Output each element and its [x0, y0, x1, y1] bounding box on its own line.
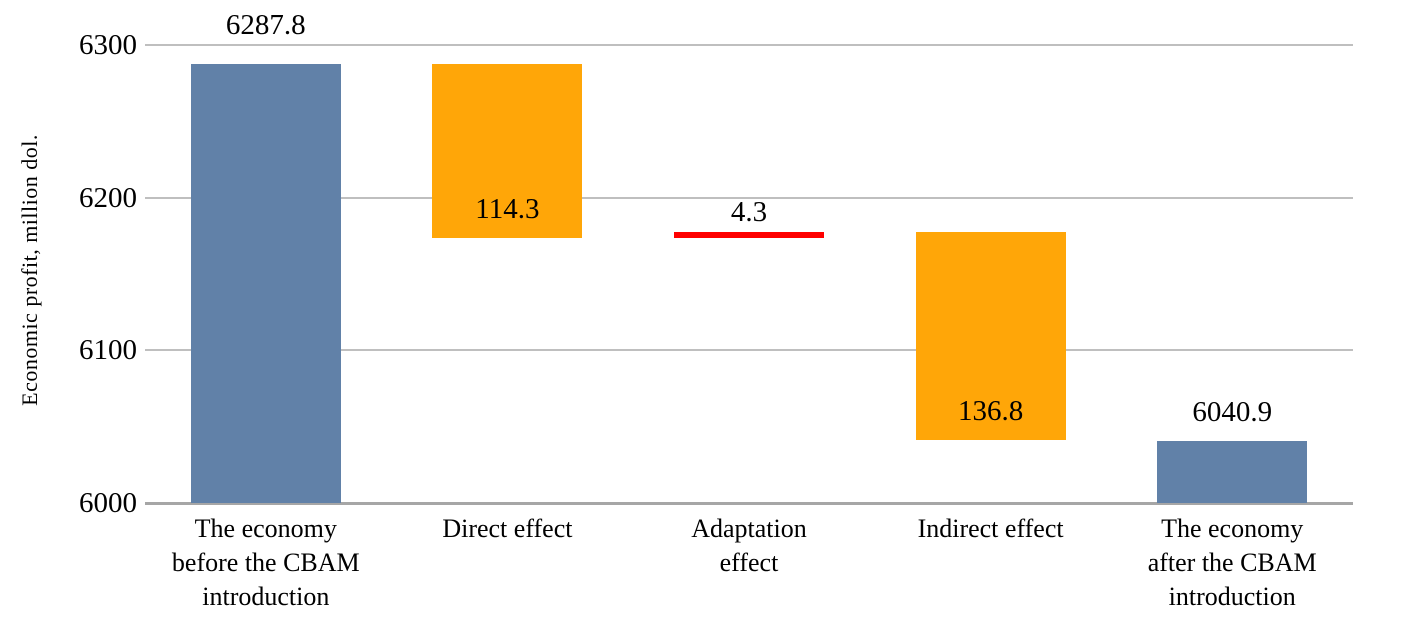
y-axis-tick-label: 6000 [79, 487, 137, 519]
bar-value-label: 114.3 [475, 193, 540, 226]
bar-value-label: 4.3 [730, 195, 768, 228]
y-axis-tick-label: 6100 [79, 334, 137, 367]
gridline [145, 349, 1353, 352]
x-axis-category-label: Indirect effect [870, 512, 1112, 546]
y-axis-tick-label: 6300 [79, 29, 137, 61]
gridline [145, 44, 1353, 46]
bar-value-label: 136.8 [957, 395, 1024, 428]
x-axis-category-label-line: before the CBAM [171, 548, 360, 577]
x-axis-category-label: The economy before the CBAM introduction [145, 512, 387, 614]
x-axis-category-label-line: Adaptation [691, 514, 807, 543]
bar-value-label: 6040.9 [1192, 395, 1273, 428]
x-axis-category-label-line: after the CBAM [1147, 548, 1317, 577]
x-axis-category-label-line: introduction [1168, 582, 1296, 611]
y-axis-tick-label: 6200 [79, 181, 137, 214]
x-axis-category-label: Adaptation effect [628, 512, 870, 580]
waterfall-bar [915, 231, 1066, 441]
x-axis-category-label-line: The economy [194, 514, 337, 543]
x-axis-line [145, 502, 1353, 505]
x-axis-category-label-line: Indirect effect [917, 514, 1064, 543]
waterfall-bar [1157, 440, 1308, 503]
x-axis-category-label-line: introduction [202, 582, 330, 611]
x-axis-category-label: Direct effect [387, 512, 629, 546]
x-axis-category-label-line: The economy [1161, 514, 1304, 543]
gridline [145, 196, 1353, 199]
x-axis-category-label-line: effect [719, 548, 779, 577]
x-axis-category-label: The economy after the CBAM introduction [1111, 512, 1353, 614]
x-axis-category-label-line: Direct effect [442, 514, 573, 543]
bar-value-label: 6287.8 [225, 8, 306, 41]
waterfall-bar [190, 63, 341, 503]
waterfall-bar [674, 231, 824, 239]
waterfall-bar [432, 63, 583, 239]
